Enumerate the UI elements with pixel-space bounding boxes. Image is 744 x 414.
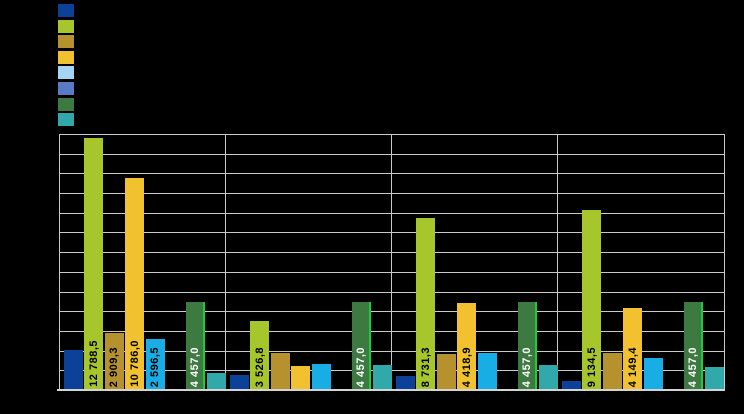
bar-series-5-light-blue (643, 358, 663, 390)
bar-value-label: 3 526,8 (253, 346, 266, 387)
bar-value-label: 4 457,0 (686, 346, 699, 387)
bar-series-4-yellow: 4 418,9 (457, 302, 477, 390)
bar-series-4-yellow: 4 149,4 (623, 308, 643, 390)
bar-series-4-yellow (291, 365, 311, 390)
bar-series-3-ochre (602, 352, 622, 390)
gridline (60, 291, 724, 293)
gridline (60, 350, 724, 352)
legend-swatch (58, 4, 74, 17)
legend-swatch (58, 82, 74, 95)
legend-swatch (58, 66, 74, 80)
bar-groups: 12 788,5 2 909,3 10 786,0 2 596,5 4 457,0 3 5… (60, 134, 724, 390)
gridline (60, 252, 724, 254)
bar-series-4-yellow: 10 786,0 (125, 177, 145, 390)
bar-series-5-light-blue (311, 363, 331, 390)
x-axis-line (57, 389, 725, 391)
chart-legend (58, 4, 258, 130)
bar-value-label: 12 788,5 (87, 340, 100, 387)
bar-value-label: 2 909,3 (108, 346, 121, 387)
bar-group: 3 526,8 4 457,0 (226, 134, 392, 390)
bar-series-2-yellow-green: 12 788,5 (84, 138, 104, 390)
bar-series-5-light-blue (477, 353, 497, 390)
bar-series-7-dark-green: 4 457,0 (352, 302, 372, 390)
gridline (60, 193, 724, 195)
bar-series-2-yellow-green: 8 731,3 (416, 218, 436, 390)
bar-value-label: 9 134,5 (585, 346, 598, 387)
bar-value-label: 8 731,3 (419, 346, 432, 387)
bar-value-label: 4 457,0 (354, 346, 367, 387)
bar-series-8-teal (372, 365, 392, 390)
bar-series-3-ochre (436, 354, 456, 390)
bar-value-label: 4 149,4 (626, 346, 639, 387)
gridline (60, 153, 724, 155)
gridline (60, 212, 724, 214)
bar-series-8-teal (704, 367, 724, 390)
bar-series-8-teal (206, 373, 226, 390)
bar-series-3-ochre (270, 353, 290, 390)
gridline (60, 311, 724, 313)
bar-series-2-yellow-green: 9 134,5 (582, 210, 602, 390)
plot-area: 12 788,5 2 909,3 10 786,0 2 596,5 4 457,0 3 5… (59, 134, 725, 390)
bar-group: 12 788,5 2 909,3 10 786,0 2 596,5 4 457,0 (60, 134, 226, 390)
gridline (60, 232, 724, 234)
bar-group: 8 731,3 4 418,9 4 457,0 (392, 134, 558, 390)
gridline (60, 134, 724, 135)
bar-series-1-dark-blue (396, 375, 415, 390)
gridline (60, 330, 724, 332)
bar-series-5-light-blue: 2 596,5 (145, 338, 165, 390)
gridline (60, 370, 724, 372)
bar-series-8-teal (538, 364, 558, 390)
bar-series-7-dark-green: 4 457,0 (684, 302, 704, 390)
legend-swatch (58, 50, 74, 64)
bar-series-7-dark-green: 4 457,0 (186, 302, 206, 390)
bar-value-label: 4 418,9 (460, 346, 473, 387)
bar-series-1-dark-blue (562, 381, 581, 390)
bar-value-label: 2 596,5 (149, 346, 162, 387)
bar-value-label: 4 457,0 (520, 346, 533, 387)
bar-group: 9 134,5 4 149,4 4 457,0 (558, 134, 724, 390)
bar-series-1-dark-blue (230, 374, 249, 390)
bar-value-label: 4 457,0 (188, 346, 201, 387)
bar-series-7-dark-green: 4 457,0 (518, 302, 538, 390)
legend-swatch (58, 35, 74, 49)
legend-swatch (58, 113, 74, 127)
gridline (60, 271, 724, 273)
gridline (60, 173, 724, 175)
bar-series-3-ochre: 2 909,3 (104, 332, 124, 390)
legend-swatch (58, 97, 74, 111)
bar-series-1-dark-blue (64, 349, 83, 390)
bar-value-label: 10 786,0 (128, 340, 141, 387)
bar-series-2-yellow-green: 3 526,8 (250, 320, 270, 390)
legend-swatch (58, 19, 74, 33)
